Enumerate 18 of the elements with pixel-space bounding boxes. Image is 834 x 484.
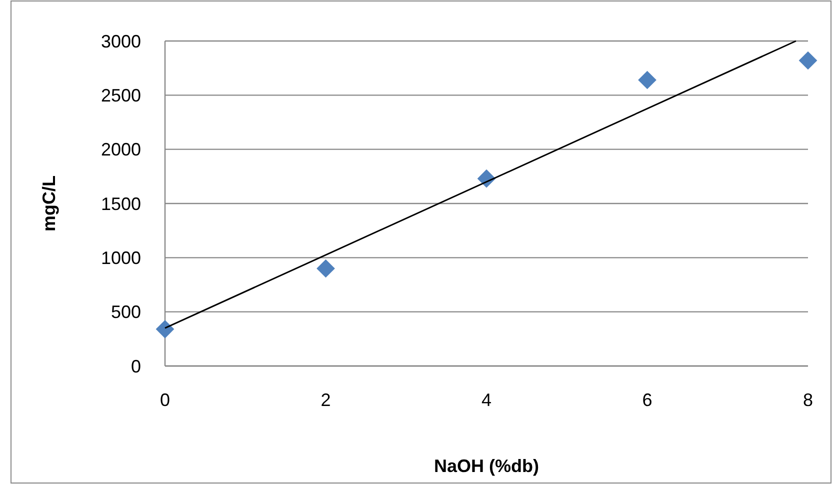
point <box>156 320 174 338</box>
x-tick-label: 0 <box>160 390 170 410</box>
x-axis-title: NaOH (%db) <box>434 456 539 476</box>
y-tick-label: 1000 <box>100 248 141 268</box>
y-tick-label: 500 <box>110 302 141 322</box>
y-tick-label: 2500 <box>100 85 141 106</box>
x-tick-label: 4 <box>481 390 492 410</box>
y-tick-label: 3000 <box>100 31 141 52</box>
point <box>798 51 818 70</box>
x-tick-label: 8 <box>802 390 814 410</box>
point <box>638 70 656 90</box>
y-tick-label: 2000 <box>100 140 141 160</box>
x-tick-label: 6 <box>642 390 652 410</box>
y-tick-label: 0 <box>130 356 141 376</box>
y-tick-label: 1500 <box>100 194 141 214</box>
y-axis-title: mgC/L <box>39 176 59 232</box>
point <box>316 259 335 278</box>
x-tick-label: 2 <box>320 390 331 410</box>
